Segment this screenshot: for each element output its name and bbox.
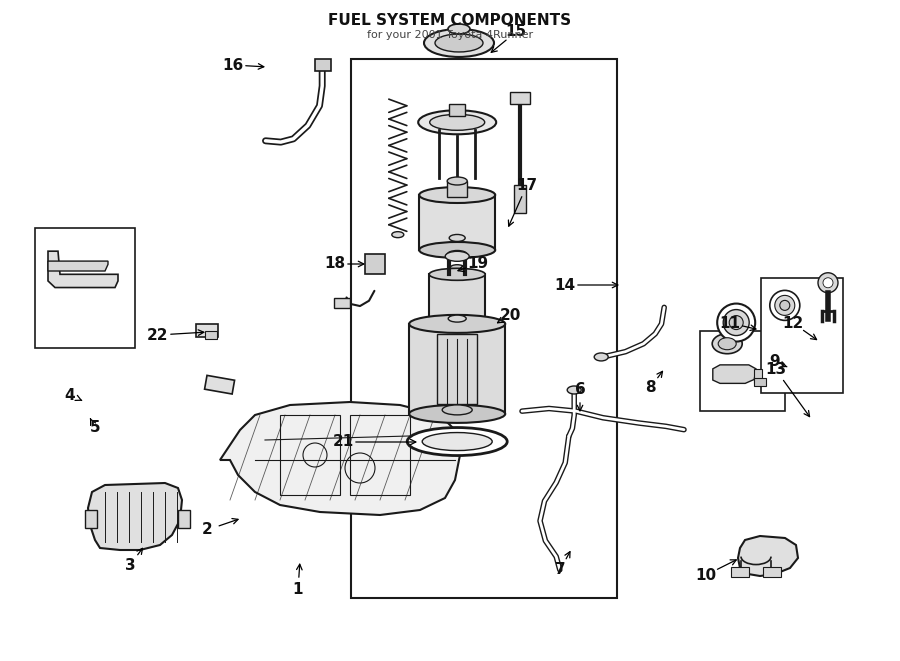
- Ellipse shape: [422, 432, 492, 451]
- Bar: [419, 195, 495, 250]
- Bar: [731, 567, 749, 577]
- Text: 9: 9: [770, 354, 780, 369]
- Bar: [447, 181, 467, 197]
- Text: 21: 21: [332, 434, 354, 449]
- Bar: [410, 324, 505, 414]
- Text: 13: 13: [765, 362, 787, 377]
- Ellipse shape: [392, 231, 404, 238]
- Text: 15: 15: [506, 24, 526, 40]
- Ellipse shape: [429, 268, 485, 280]
- Bar: [196, 323, 218, 336]
- Text: 2: 2: [202, 522, 212, 537]
- Ellipse shape: [718, 338, 736, 350]
- Ellipse shape: [594, 353, 608, 361]
- Text: for your 2001 Toyota 4Runner: for your 2001 Toyota 4Runner: [367, 30, 533, 40]
- Bar: [514, 185, 526, 213]
- Text: FUEL SYSTEM COMPONENTS: FUEL SYSTEM COMPONENTS: [328, 13, 572, 28]
- Ellipse shape: [770, 290, 800, 321]
- Polygon shape: [88, 483, 182, 550]
- Bar: [205, 330, 217, 338]
- Text: 17: 17: [517, 178, 537, 192]
- Ellipse shape: [567, 386, 581, 394]
- Text: 22: 22: [148, 327, 169, 342]
- Ellipse shape: [448, 315, 466, 322]
- Ellipse shape: [449, 235, 465, 241]
- Bar: [760, 278, 842, 393]
- Ellipse shape: [712, 334, 742, 354]
- Ellipse shape: [407, 428, 508, 455]
- Ellipse shape: [435, 34, 483, 52]
- Polygon shape: [713, 365, 756, 383]
- Text: 20: 20: [500, 307, 521, 323]
- Bar: [204, 375, 235, 394]
- Polygon shape: [738, 536, 798, 576]
- Bar: [429, 274, 485, 325]
- Polygon shape: [220, 402, 460, 515]
- Ellipse shape: [724, 309, 749, 336]
- Circle shape: [818, 273, 838, 293]
- Bar: [763, 567, 781, 577]
- Ellipse shape: [448, 24, 470, 34]
- Ellipse shape: [419, 242, 495, 258]
- Ellipse shape: [450, 264, 464, 271]
- Text: 12: 12: [782, 315, 804, 330]
- Bar: [315, 59, 331, 71]
- Ellipse shape: [717, 303, 755, 342]
- Text: 4: 4: [65, 387, 76, 403]
- Ellipse shape: [419, 187, 495, 203]
- Bar: [350, 415, 410, 495]
- Bar: [437, 334, 477, 404]
- Bar: [449, 104, 465, 116]
- Ellipse shape: [779, 300, 790, 311]
- Circle shape: [823, 278, 833, 288]
- Bar: [85, 510, 97, 528]
- Text: 11: 11: [719, 315, 741, 330]
- Bar: [754, 378, 766, 386]
- Ellipse shape: [418, 110, 496, 134]
- Text: 18: 18: [324, 256, 346, 272]
- Polygon shape: [48, 261, 108, 271]
- Text: 8: 8: [644, 381, 655, 395]
- Text: 19: 19: [467, 256, 489, 272]
- Ellipse shape: [447, 251, 467, 258]
- Text: 6: 6: [574, 383, 585, 397]
- Bar: [178, 510, 190, 528]
- Polygon shape: [48, 251, 118, 288]
- Bar: [700, 330, 785, 410]
- Text: 7: 7: [554, 563, 565, 578]
- Bar: [35, 228, 135, 348]
- Bar: [351, 59, 616, 598]
- Ellipse shape: [775, 295, 795, 315]
- Bar: [510, 92, 530, 104]
- Ellipse shape: [429, 114, 485, 130]
- Ellipse shape: [410, 315, 505, 333]
- Ellipse shape: [442, 405, 472, 415]
- Text: 3: 3: [125, 557, 135, 572]
- Ellipse shape: [447, 177, 467, 185]
- Ellipse shape: [429, 319, 485, 330]
- Bar: [280, 415, 340, 495]
- Text: 5: 5: [90, 420, 100, 436]
- Text: 16: 16: [222, 58, 244, 73]
- Text: 10: 10: [696, 568, 716, 582]
- Ellipse shape: [424, 29, 494, 57]
- Ellipse shape: [729, 315, 743, 330]
- Ellipse shape: [410, 405, 505, 423]
- Bar: [754, 369, 762, 383]
- Ellipse shape: [446, 251, 469, 261]
- Bar: [365, 254, 385, 274]
- Text: 14: 14: [554, 278, 576, 293]
- Bar: [334, 297, 350, 308]
- Text: 1: 1: [292, 582, 303, 598]
